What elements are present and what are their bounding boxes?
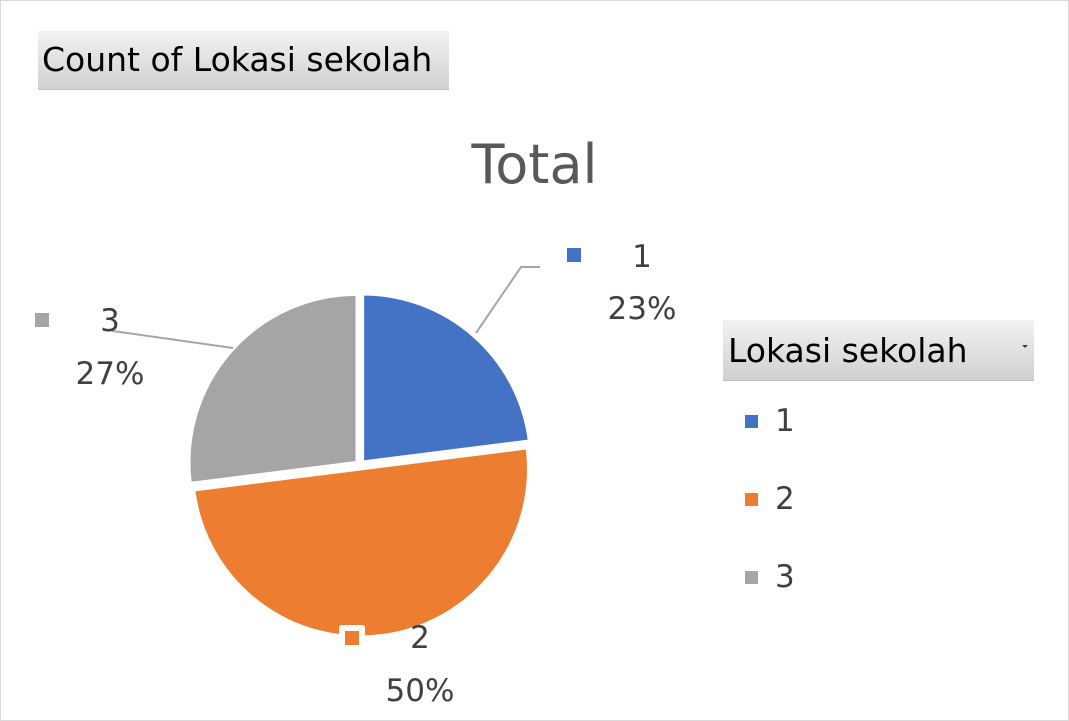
pie-slice-1[interactable] <box>361 292 531 464</box>
legend-label-2: 2 <box>775 481 795 517</box>
legend-label-1: 1 <box>775 403 795 439</box>
leader-line-1 <box>475 266 540 334</box>
legend-swatch-3 <box>745 571 758 584</box>
data-label-category-1: 1 <box>632 239 652 275</box>
legend-header-label: Lokasi sekolah <box>728 331 968 370</box>
data-label-percent-2: 50% <box>386 673 455 709</box>
data-label-marker-1 <box>567 248 581 262</box>
legend-field-button[interactable]: Lokasi sekolah <box>723 320 1034 381</box>
data-label-percent-1: 23% <box>608 291 677 327</box>
legend-swatch-2 <box>745 493 758 506</box>
pivot-field-button[interactable]: Count of Lokasi sekolah <box>38 31 449 90</box>
legend-label-3: 3 <box>775 559 795 595</box>
pivot-field-button-label: Count of Lokasi sekolah <box>42 40 433 79</box>
data-label-category-3: 3 <box>100 303 120 339</box>
data-label-category-2: 2 <box>410 620 430 656</box>
data-label-marker-2 <box>345 631 359 645</box>
data-label-marker-3 <box>35 313 49 327</box>
chevron-down-icon[interactable] <box>1022 345 1028 348</box>
pie-slice-3[interactable] <box>187 292 359 486</box>
leader-line-3 <box>111 330 234 349</box>
pie-slice-2[interactable] <box>192 446 531 639</box>
data-label-percent-3: 27% <box>76 356 145 392</box>
chart-title: Total <box>471 133 598 196</box>
legend-swatch-1 <box>745 415 758 428</box>
